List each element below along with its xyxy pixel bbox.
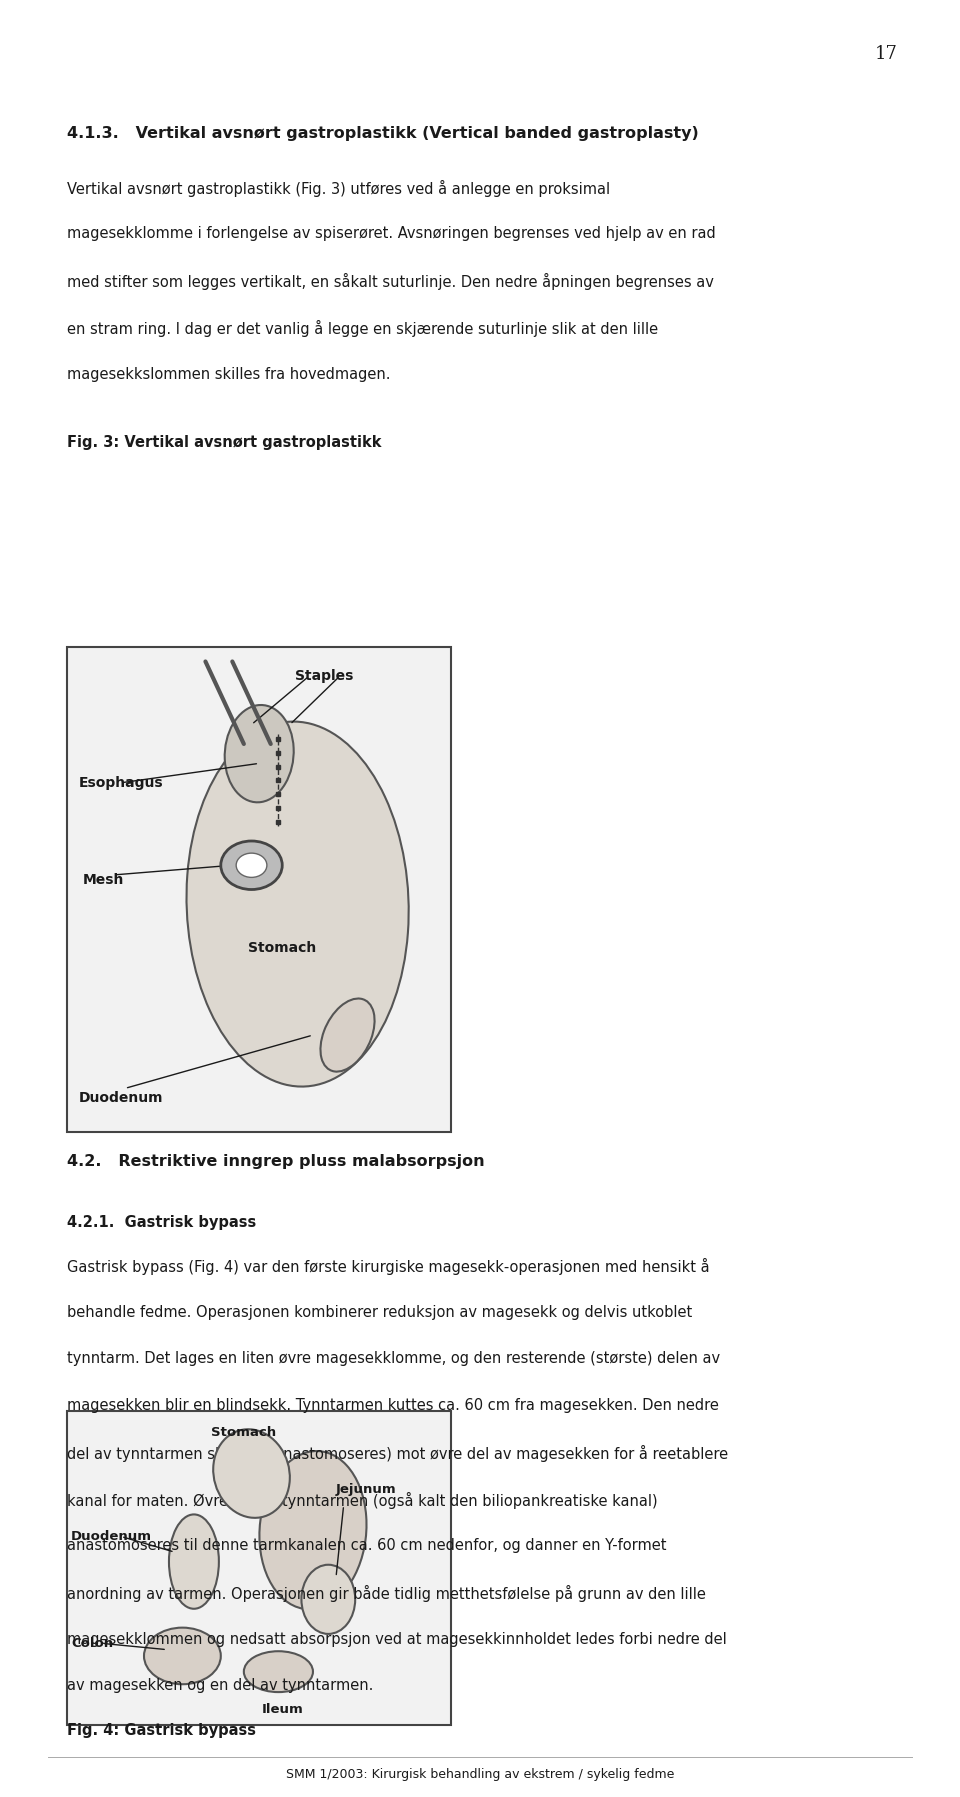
Text: Stomach: Stomach bbox=[248, 942, 317, 954]
Text: anastomoseres til denne tarmkanalen ca. 60 cm nedenfor, og danner en Y-formet: anastomoseres til denne tarmkanalen ca. … bbox=[67, 1538, 666, 1553]
Ellipse shape bbox=[259, 1450, 367, 1610]
Text: del av tynntarmen skjøtes  (anastomoseres) mot øvre del av magesekken for å reet: del av tynntarmen skjøtes (anastomoseres… bbox=[67, 1445, 729, 1461]
Text: Colon: Colon bbox=[71, 1637, 113, 1650]
Text: Duodenum: Duodenum bbox=[79, 1091, 163, 1105]
Text: med stifter som legges vertikalt, en såkalt suturlinje. Den nedre åpningen begre: med stifter som legges vertikalt, en såk… bbox=[67, 273, 714, 289]
FancyBboxPatch shape bbox=[67, 647, 451, 1132]
Text: Vertikal avsnørt gastroplastikk (Fig. 3) utføres ved å anlegge en proksimal: Vertikal avsnørt gastroplastikk (Fig. 3)… bbox=[67, 180, 611, 196]
Text: 4.1.3.   Vertikal avsnørt gastroplastikk (Vertical banded gastroplasty): 4.1.3. Vertikal avsnørt gastroplastikk (… bbox=[67, 126, 699, 140]
Ellipse shape bbox=[321, 999, 374, 1071]
Ellipse shape bbox=[169, 1515, 219, 1608]
Text: tynntarm. Det lages en liten øvre magesekklomme, og den resterende (største) del: tynntarm. Det lages en liten øvre magese… bbox=[67, 1351, 720, 1366]
Text: behandle fedme. Operasjonen kombinerer reduksjon av magesekk og delvis utkoblet: behandle fedme. Operasjonen kombinerer r… bbox=[67, 1305, 692, 1319]
Ellipse shape bbox=[186, 722, 409, 1087]
Ellipse shape bbox=[221, 841, 282, 890]
Text: Duodenum: Duodenum bbox=[71, 1529, 152, 1544]
Text: 4.2.1.  Gastrisk bypass: 4.2.1. Gastrisk bypass bbox=[67, 1215, 256, 1229]
Text: Fig. 3: Vertikal avsnørt gastroplastikk: Fig. 3: Vertikal avsnørt gastroplastikk bbox=[67, 435, 382, 449]
Ellipse shape bbox=[301, 1565, 355, 1633]
Text: magesekken blir en blindsekk. Tynntarmen kuttes ca. 60 cm fra magesekken. Den ne: magesekken blir en blindsekk. Tynntarmen… bbox=[67, 1398, 719, 1412]
Ellipse shape bbox=[225, 704, 294, 801]
Text: anordning av tarmen. Operasjonen gir både tidlig metthetsfølelse på grunn av den: anordning av tarmen. Operasjonen gir båd… bbox=[67, 1585, 706, 1601]
Text: Jejunum: Jejunum bbox=[336, 1483, 396, 1495]
Text: Esophagus: Esophagus bbox=[79, 776, 163, 789]
Text: magesekkslommen skilles fra hovedmagen.: magesekkslommen skilles fra hovedmagen. bbox=[67, 367, 391, 381]
Text: Mesh: Mesh bbox=[83, 873, 124, 886]
Text: Stomach: Stomach bbox=[211, 1427, 276, 1439]
FancyBboxPatch shape bbox=[67, 1411, 451, 1725]
Text: kanal for maten. Øvre del av tynntarmen (også kalt den biliopankreatiske kanal): kanal for maten. Øvre del av tynntarmen … bbox=[67, 1492, 658, 1508]
Text: av magesekken og en del av tynntarmen.: av magesekken og en del av tynntarmen. bbox=[67, 1678, 373, 1693]
Text: magesekklomme i forlengelse av spiserøret. Avsnøringen begrenses ved hjelp av en: magesekklomme i forlengelse av spiserøre… bbox=[67, 226, 716, 241]
Ellipse shape bbox=[244, 1651, 313, 1693]
Text: 17: 17 bbox=[875, 45, 898, 63]
Text: Staples: Staples bbox=[296, 668, 353, 683]
Text: 4.2.   Restriktive inngrep pluss malabsorpsjon: 4.2. Restriktive inngrep pluss malabsorp… bbox=[67, 1154, 485, 1168]
Text: SMM 1/2003: Kirurgisk behandling av ekstrem / sykelig fedme: SMM 1/2003: Kirurgisk behandling av ekst… bbox=[286, 1768, 674, 1781]
Ellipse shape bbox=[236, 854, 267, 877]
Ellipse shape bbox=[213, 1429, 290, 1518]
Text: magesekklommen og nedsatt absorpsjon ved at magesekkinnholdet ledes forbi nedre : magesekklommen og nedsatt absorpsjon ved… bbox=[67, 1632, 727, 1646]
Text: Gastrisk bypass (Fig. 4) var den første kirurgiske magesekk-operasjonen med hens: Gastrisk bypass (Fig. 4) var den første … bbox=[67, 1258, 709, 1274]
Text: Ileum: Ileum bbox=[261, 1704, 303, 1716]
Text: Fig. 4: Gastrisk bypass: Fig. 4: Gastrisk bypass bbox=[67, 1723, 256, 1738]
Text: en stram ring. I dag er det vanlig å legge en skjærende suturlinje slik at den l: en stram ring. I dag er det vanlig å leg… bbox=[67, 320, 659, 336]
Ellipse shape bbox=[144, 1628, 221, 1684]
